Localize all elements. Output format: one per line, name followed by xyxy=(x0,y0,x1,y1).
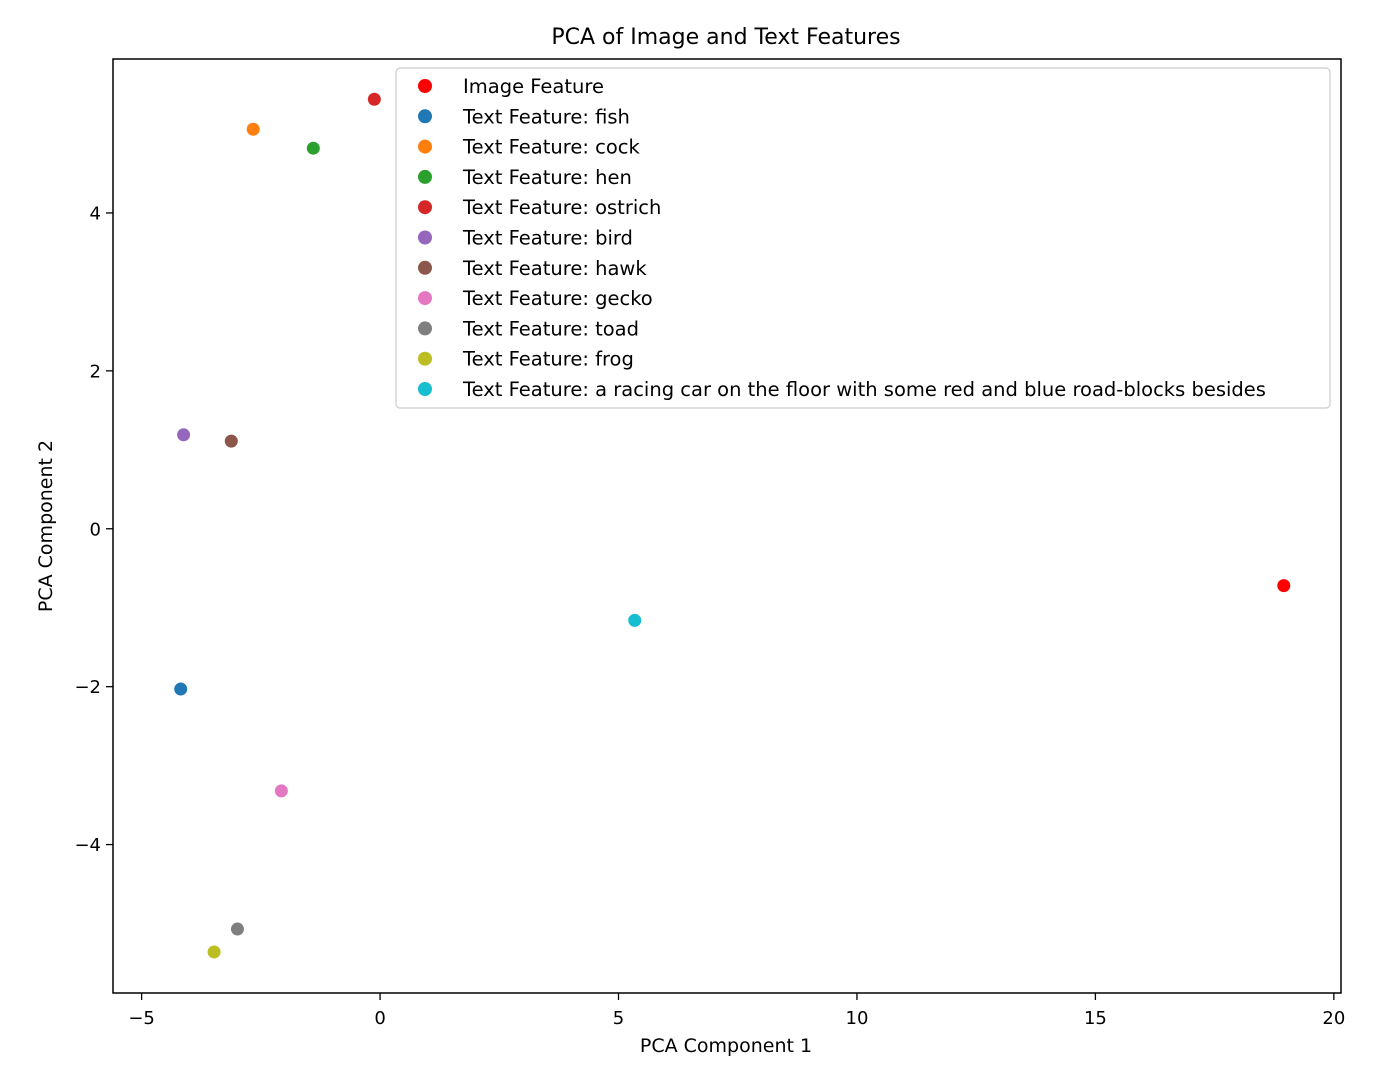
legend-label: Text Feature: fish xyxy=(462,105,630,128)
legend-marker xyxy=(418,169,432,184)
x-tick-label: 10 xyxy=(846,1008,869,1029)
point-text-feature-cock xyxy=(246,122,260,136)
y-tick-label: −4 xyxy=(74,835,101,856)
point-text-feature-ostrich xyxy=(367,92,381,106)
x-axis-ticks: −5 0 5 10 15 20 xyxy=(128,993,1345,1029)
y-tick-label: 0 xyxy=(90,519,101,540)
legend-marker xyxy=(418,230,432,245)
point-text-feature-fish xyxy=(174,682,188,696)
x-tick-label: 15 xyxy=(1084,1008,1107,1029)
legend-marker xyxy=(418,321,432,336)
point-image-feature xyxy=(1277,579,1291,593)
point-text-feature-gecko xyxy=(274,784,288,798)
legend-marker xyxy=(418,291,432,306)
y-tick-label: 2 xyxy=(90,361,101,382)
legend-label: Text Feature: frog xyxy=(462,348,634,371)
plot-frame xyxy=(112,58,1342,994)
legend-marker xyxy=(418,79,432,93)
y-tick-label: −2 xyxy=(74,677,101,698)
y-axis-label: PCA Component 2 xyxy=(35,440,57,612)
data-points xyxy=(174,92,1291,959)
legend-label: Text Feature: hen xyxy=(462,166,632,189)
legend-marker xyxy=(418,139,432,154)
legend-marker xyxy=(418,382,432,396)
legend-label: Text Feature: a racing car on the floor … xyxy=(462,378,1266,401)
x-tick-label: 5 xyxy=(613,1008,624,1029)
legend-label: Image Feature xyxy=(463,75,604,98)
point-text-feature-toad xyxy=(230,922,244,936)
legend-marker xyxy=(418,260,432,275)
chart-title: PCA of Image and Text Features xyxy=(551,25,900,50)
legend-label: Text Feature: gecko xyxy=(462,287,653,310)
y-tick-label: 4 xyxy=(90,203,101,224)
y-axis-ticks: −4 −2 0 2 4 xyxy=(74,203,113,856)
point-text-feature-bird xyxy=(177,428,191,442)
legend-marker xyxy=(418,109,432,124)
legend-marker xyxy=(418,351,432,366)
x-tick-label: −5 xyxy=(128,1008,155,1029)
point-text-feature-a-racing-car-on-the-floor-with-some-red-and-blue-road-blocks-besides xyxy=(628,613,642,627)
point-text-feature-hawk xyxy=(224,434,238,448)
legend: Image Feature Text Feature: fish Text Feat… xyxy=(395,67,1331,409)
legend-label: Text Feature: toad xyxy=(462,317,639,340)
point-text-feature-frog xyxy=(207,945,221,959)
legend-label: Text Feature: hawk xyxy=(462,257,647,280)
x-tick-label: 0 xyxy=(374,1008,385,1029)
x-tick-label: 20 xyxy=(1322,1008,1345,1029)
legend-label: Text Feature: bird xyxy=(462,227,633,250)
legend-box xyxy=(395,67,1331,409)
legend-label: Text Feature: cock xyxy=(462,136,640,159)
legend-marker xyxy=(418,200,432,215)
point-text-feature-hen xyxy=(306,141,320,155)
x-axis-label: PCA Component 1 xyxy=(640,1035,812,1057)
legend-label: Text Feature: ostrich xyxy=(462,196,661,219)
